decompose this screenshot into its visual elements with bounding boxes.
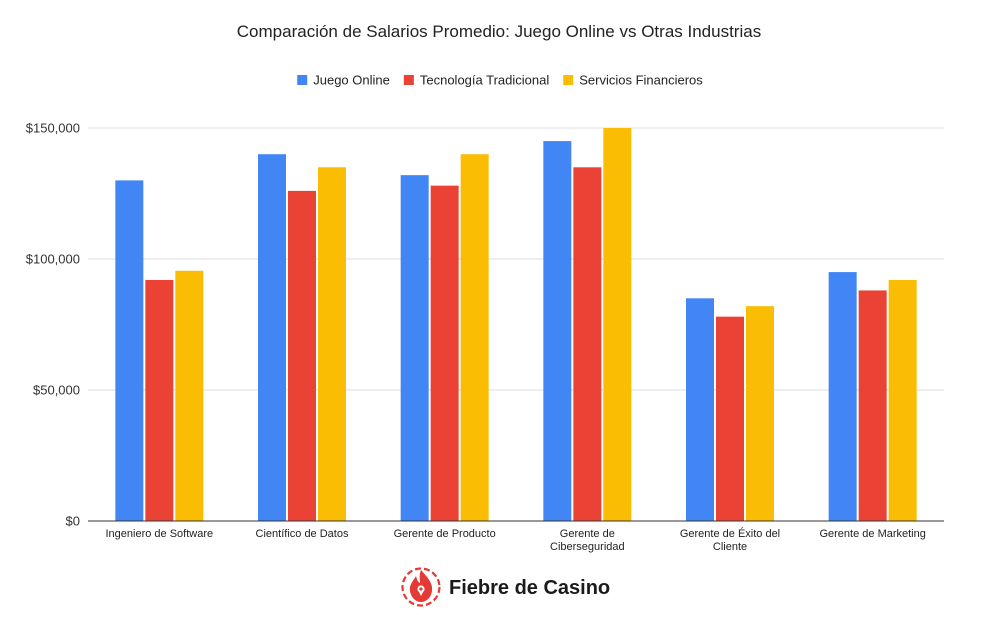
bar xyxy=(400,175,429,521)
legend-swatch xyxy=(297,75,308,85)
bar xyxy=(175,270,204,521)
bar xyxy=(746,306,774,521)
legend-label: Juego Online xyxy=(313,73,390,88)
legend-swatch xyxy=(563,75,574,85)
x-tick-label: Científico de Datos xyxy=(256,528,349,540)
bar xyxy=(258,154,286,521)
brand-logo: Fiebre de Casino xyxy=(401,567,610,607)
y-tick-label: $100,000 xyxy=(26,252,80,267)
bar xyxy=(573,167,602,522)
bar xyxy=(430,185,459,521)
bar xyxy=(858,290,887,521)
x-tick-label: Gerente de Éxito del xyxy=(680,527,780,540)
bar xyxy=(543,141,572,521)
bar xyxy=(460,154,489,521)
y-tick-label: $0 xyxy=(66,514,80,529)
legend-item: Servicios Financieros xyxy=(563,73,703,88)
gridlines xyxy=(88,127,944,391)
y-tick-label: $50,000 xyxy=(33,383,80,398)
y-tick-label: $150,000 xyxy=(26,121,80,136)
legend-item: Juego Online xyxy=(297,73,390,88)
bar xyxy=(288,190,316,521)
bar xyxy=(686,298,714,521)
y-axis-tick-labels: $0 $50,000 $100,000 $150,000 xyxy=(26,121,80,529)
bar xyxy=(716,316,744,521)
legend-label: Servicios Financieros xyxy=(579,73,703,88)
bar xyxy=(603,128,632,521)
flame-location-pin-icon xyxy=(401,567,441,607)
x-tick-label: Ciberseguridad xyxy=(550,541,625,553)
x-tick-label: Ingeniero de Software xyxy=(106,528,214,540)
bar xyxy=(145,279,174,521)
x-axis-tick-labels: Ingeniero de Software Científico de Datos… xyxy=(106,527,926,553)
legend-label: Tecnología Tradicional xyxy=(420,73,549,88)
bar xyxy=(318,167,346,522)
chart-legend: Juego Online Tecnología Tradicional Servic… xyxy=(297,73,703,88)
bar xyxy=(115,180,144,521)
legend-item: Tecnología Tradicional xyxy=(403,73,549,88)
chart-title: Comparación de Salarios Promedio: Juego … xyxy=(237,22,761,41)
bar xyxy=(888,279,917,521)
x-tick-label: Gerente de Marketing xyxy=(819,528,925,540)
x-tick-label: Gerente de Producto xyxy=(394,528,496,540)
x-tick-label: Gerente de xyxy=(560,528,615,540)
x-tick-label: Cliente xyxy=(713,541,747,553)
legend-swatch xyxy=(403,75,414,85)
bar-series xyxy=(115,128,917,522)
bar xyxy=(828,272,857,521)
brand-name: Fiebre de Casino xyxy=(449,577,610,599)
